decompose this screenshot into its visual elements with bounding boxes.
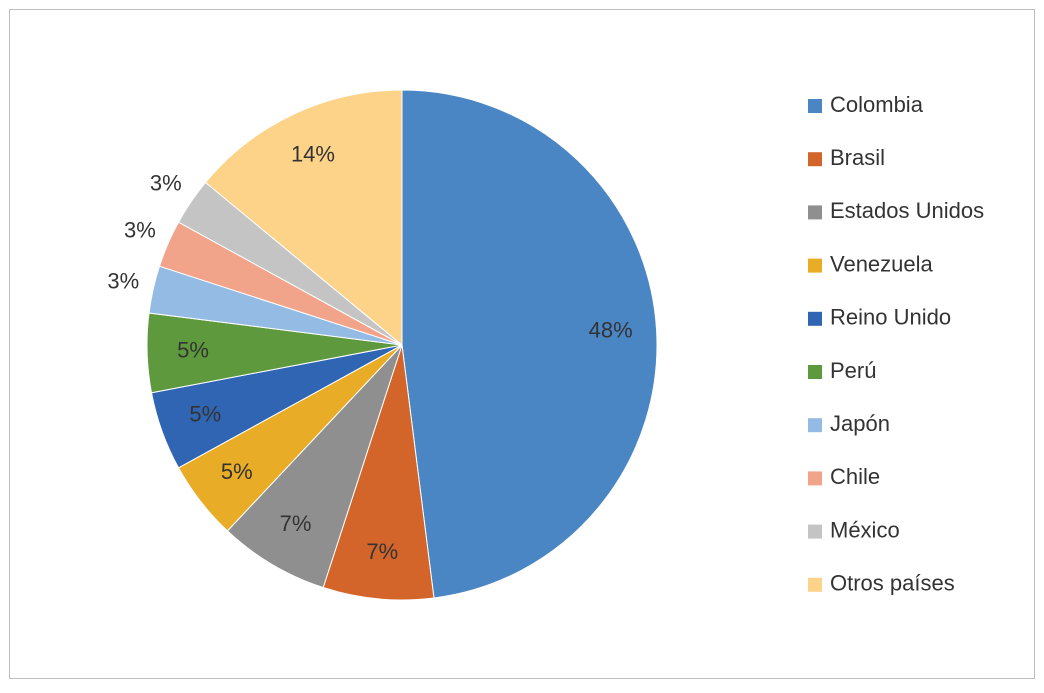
- legend-label: Reino Unido: [830, 305, 951, 330]
- data-label: 7%: [280, 511, 312, 536]
- legend-swatch: [808, 524, 822, 539]
- pie-slice: [401, 89, 658, 599]
- legend-swatch: [808, 152, 822, 167]
- legend-label: Otros países: [830, 571, 955, 596]
- legend-swatch: [808, 311, 822, 326]
- data-label: 48%: [589, 318, 633, 343]
- pie-slice: [322, 344, 435, 601]
- data-label: 3%: [107, 269, 139, 294]
- pie-slice: [204, 89, 403, 347]
- data-label: 3%: [150, 170, 182, 195]
- legend-swatch: [808, 258, 822, 273]
- data-label: 3%: [124, 217, 156, 242]
- legend-label: Chile: [830, 464, 880, 489]
- legend-swatch: [808, 99, 822, 113]
- data-label: 7%: [366, 539, 398, 564]
- data-label: 5%: [189, 402, 221, 427]
- pie-slice: [226, 344, 403, 589]
- legend-label: Colombia: [830, 92, 924, 117]
- legend-swatch: [808, 471, 822, 486]
- legend-swatch: [808, 205, 822, 220]
- legend-label: Japón: [830, 411, 890, 436]
- legend-swatch: [808, 418, 822, 433]
- data-label: 14%: [291, 142, 335, 167]
- legend-label: México: [830, 517, 900, 542]
- data-label: 5%: [177, 337, 209, 362]
- legend-label: Venezuela: [830, 251, 934, 276]
- legend-label: Estados Unidos: [830, 198, 984, 223]
- legend-label: Brasil: [830, 145, 885, 170]
- legend-swatch: [808, 365, 822, 379]
- data-label: 5%: [221, 459, 253, 484]
- legend-label: Perú: [830, 358, 876, 383]
- legend-swatch: [808, 577, 822, 592]
